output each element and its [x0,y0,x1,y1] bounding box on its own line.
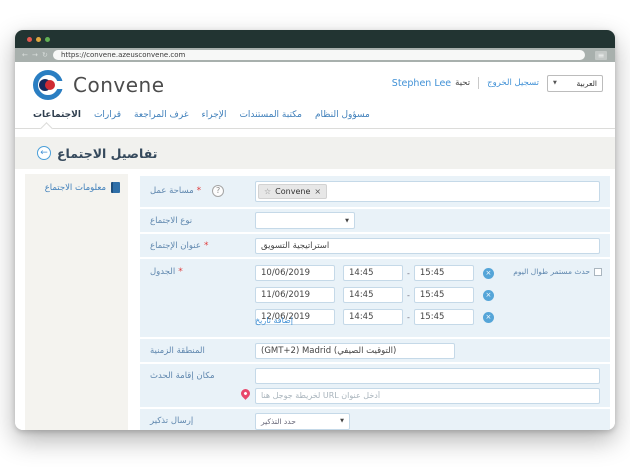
map-url-input[interactable] [255,388,600,404]
address-bar[interactable]: https://convene.azeusconvene.com [53,50,585,60]
reminder-label: إرسال تذكير [150,416,194,426]
end-time-input[interactable] [413,287,474,303]
schedule-label: الجدول [150,267,176,277]
schedule-entry: - × [255,309,494,325]
active-tab-notch [40,121,53,135]
meeting-title-row: عنوان الإجتماع * [140,234,610,257]
time-separator: - [407,268,410,278]
help-icon[interactable]: ? [212,185,225,197]
workspace-tag-label: Convene [275,187,311,196]
refresh-icon[interactable]: ↻ [42,51,48,59]
page-content: Convene Stephen Lee تحية تسجيل الخروج ▼ … [15,62,615,430]
browser-toolbar: ← → ↻ https://convene.azeusconvene.com ≡ [15,48,615,62]
language-select[interactable]: ▼ العربية [547,74,603,92]
chevron-down-icon: ▼ [340,418,344,424]
user-name-link[interactable]: Stephen Lee [391,77,452,89]
nav-tab-document-library[interactable]: مكتبة المستندات [239,110,302,120]
location-input[interactable] [255,368,600,384]
start-time-input[interactable] [343,309,403,325]
user-greeting: Stephen Lee تحية [392,78,470,89]
main-nav: الاجتماعات قرارات غرف المراجعة الإجراء م… [33,110,370,120]
timezone-label: المنطقة الزمنية [150,346,205,356]
convene-logo-icon [33,70,64,100]
url-text: https://convene.azeusconvene.com [61,51,186,59]
location-row: مكان إقامة الحدث [140,364,610,407]
close-window-icon[interactable] [27,37,32,42]
language-label: العربية [576,78,598,88]
reminder-placeholder: حدد التذكير [261,416,296,426]
meeting-type-select[interactable]: ▼ [255,212,355,229]
delete-date-icon[interactable]: × [482,289,494,301]
required-asterisk: * [178,267,183,277]
add-date-link[interactable]: إضافة تاريخ [255,316,294,325]
schedule-row: الجدول * - × - × [140,259,610,337]
reminder-row: إرسال تذكير حدد التذكير ▼ [140,409,610,430]
greeting-label: تحية [455,78,471,88]
meeting-type-row: نوع الاجتماع ▼ [140,209,610,232]
star-icon: ☆ [264,187,272,196]
back-button[interactable]: ← [37,146,51,160]
chevron-down-icon: ▼ [553,80,557,86]
meeting-title-label: عنوان الإجتماع [150,241,201,251]
workspace-row: مساحة عمل * ? ☆ Convene × [140,176,610,207]
menu-icon[interactable]: ≡ [595,50,607,60]
forward-icon[interactable]: → [32,51,38,59]
title-band: ← تفاصيل الاجتماع [15,137,615,169]
time-separator: - [407,290,410,300]
map-pin-icon [239,387,252,400]
sidebar-item-meeting-info[interactable]: معلومات الاجتماع [25,174,128,193]
nav-tab-system-admin[interactable]: مسؤول النظام [314,110,370,120]
location-label: مكان إقامة الحدث [150,371,215,381]
date-input[interactable] [255,265,335,281]
reminder-select[interactable]: حدد التذكير ▼ [255,412,350,430]
all-day-option: حدث مستمر طوال اليوم [513,267,602,276]
meeting-details-form: مساحة عمل * ? ☆ Convene × نوع الاجتماع [140,176,610,430]
end-time-input[interactable] [413,309,474,325]
header-divider [478,77,480,89]
nav-tab-resolutions[interactable]: قرارات [93,110,122,120]
browser-titlebar [15,30,615,48]
brand-title: Convene [73,73,165,97]
all-day-label: حدث مستمر طوال اليوم [513,267,590,276]
date-input[interactable] [255,309,335,325]
time-separator: - [407,312,410,322]
book-icon [111,182,120,193]
chevron-down-icon: ▼ [345,217,349,224]
timezone-row: المنطقة الزمنية [140,339,610,362]
start-time-input[interactable] [343,265,403,281]
workspace-label: مساحة عمل [150,186,194,196]
back-icon[interactable]: ← [22,51,28,59]
delete-date-icon[interactable]: × [482,267,494,279]
maximize-window-icon[interactable] [45,37,50,42]
schedule-entry: - × [255,265,494,281]
meeting-type-label: نوع الاجتماع [150,216,193,226]
minimize-window-icon[interactable] [36,37,41,42]
all-day-checkbox[interactable] [594,267,602,276]
workspace-tag: ☆ Convene × [258,184,328,199]
nav-tab-review-rooms[interactable]: غرف المراجعة [134,110,189,120]
schedule-entry: - × [255,287,494,303]
workspace-field[interactable]: ☆ Convene × [255,181,600,202]
required-asterisk: * [196,186,202,196]
sidebar-item-label: معلومات الاجتماع [44,182,106,193]
date-input[interactable] [255,287,335,303]
delete-date-icon[interactable]: × [482,311,494,323]
required-asterisk: * [203,241,209,251]
remove-tag-icon[interactable]: × [314,187,322,196]
timezone-input[interactable] [255,342,455,359]
page-title: تفاصيل الاجتماع [57,146,158,161]
nav-tab-actions[interactable]: الإجراء [201,110,227,120]
nav-tab-meetings[interactable]: الاجتماعات [33,110,81,120]
meeting-title-input[interactable] [255,237,600,254]
logout-link[interactable]: تسجيل الخروج [487,78,539,88]
nav-divider [15,128,615,129]
browser-window: ← → ↻ https://convene.azeusconvene.com ≡… [15,30,615,430]
start-time-input[interactable] [343,287,403,303]
sidebar: معلومات الاجتماع [25,174,128,430]
header-right-cluster: Stephen Lee تحية تسجيل الخروج ▼ العربية [392,74,603,92]
end-time-input[interactable] [413,265,474,281]
